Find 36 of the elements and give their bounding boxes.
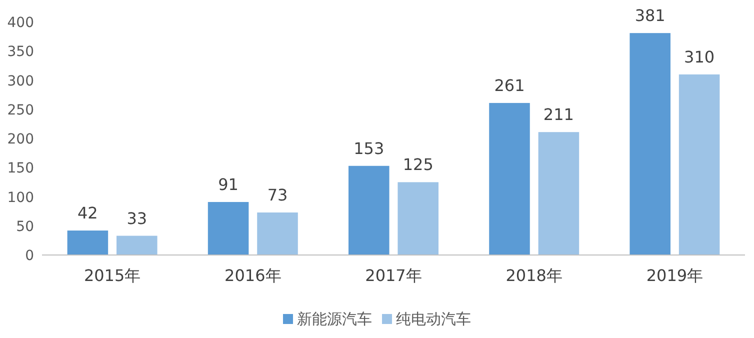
y-tick-label: 100 [7,190,34,206]
y-tick-label: 350 [7,44,34,60]
x-tick-label: 2016年 [224,266,282,285]
bar [67,230,108,255]
y-tick-label: 250 [7,102,34,118]
bar [398,182,438,255]
bar [348,166,390,255]
data-label: 73 [267,185,288,204]
bar [116,236,158,255]
x-tick-label: 2018年 [506,266,562,285]
data-label: 125 [402,155,434,174]
y-tick-label: 50 [16,218,34,235]
data-label: 91 [218,174,238,194]
bar [538,132,580,255]
bar [489,102,530,255]
data-label: 153 [354,138,384,158]
y-tick-label: 150 [7,160,34,177]
legend-label: 纯电动汽车 [396,310,471,328]
data-label: 381 [634,6,666,26]
y-tick-label: 300 [7,73,34,90]
data-label: 211 [543,105,574,124]
bar [678,74,720,255]
y-tick-label: 200 [7,132,34,148]
bar [208,202,249,255]
y-tick-label: 0 [25,248,34,264]
legend-label: 新能源汽车 [297,310,372,328]
data-label: 261 [494,76,525,95]
bar [257,212,298,255]
x-tick-label: 2015年 [84,266,141,285]
data-label: 33 [126,208,148,228]
data-label: 42 [78,204,98,223]
y-tick-label: 400 [7,15,34,31]
x-tick-label: 2017年 [365,266,422,285]
data-label: 310 [684,47,715,66]
x-tick-label: 2019年 [646,266,704,285]
bar [630,33,670,255]
